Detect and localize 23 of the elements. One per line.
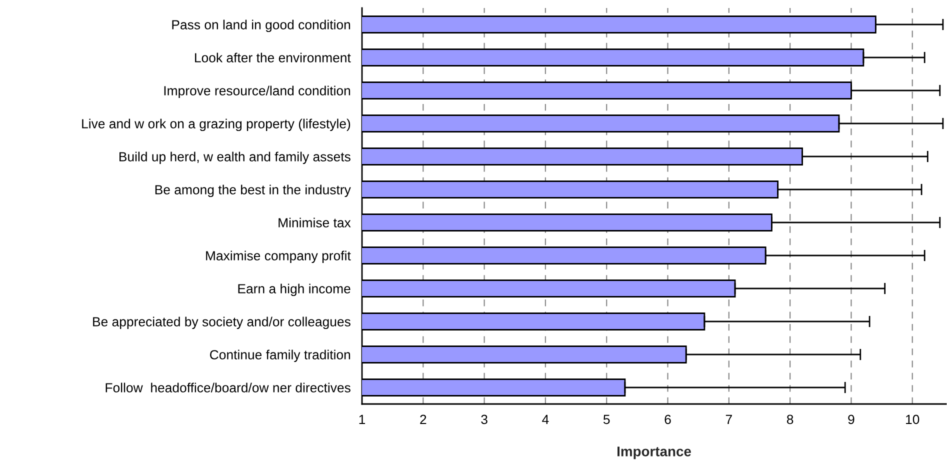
- y-tick-label: Look after the environment: [195, 52, 351, 62]
- y-tick-label: Be among the best in the industry: [155, 184, 351, 198]
- x-tick-label: 8: [786, 414, 794, 424]
- x-tick-label: 7: [726, 414, 732, 424]
- x-tick-label: 2: [420, 414, 426, 424]
- y-tick-label: Be appreciated by society and/or colleagues: [93, 316, 350, 330]
- x-axis-title: Importance: [618, 446, 691, 460]
- y-tick-label: Improve resource/land condition: [164, 86, 350, 98]
- y-tick-label: Continue family tradition: [210, 350, 350, 362]
- x-tick-label: 3: [481, 414, 488, 424]
- x-tick-label: 10: [906, 414, 920, 424]
- y-tick-label: Pass on land in good condition: [172, 20, 350, 32]
- x-tick-label: 5: [603, 414, 610, 424]
- y-tick-label: Build up herd, w ealth and family assets: [119, 152, 350, 164]
- x-tick-label: 1: [359, 414, 366, 424]
- y-tick-label: Minimise tax: [278, 218, 351, 228]
- x-tick-label: 4: [542, 414, 549, 424]
- x-tick-label: 9: [848, 414, 854, 424]
- y-tick-label: Maximise company profit: [206, 250, 351, 264]
- y-tick-label: Earn a high income: [238, 284, 350, 296]
- y-tick-label: Follow headoffice/board/ow ner directives: [106, 382, 350, 392]
- y-tick-label: Live and w ork on a grazing property (lifestyle): [82, 118, 350, 132]
- x-tick-label: 6: [664, 414, 671, 424]
